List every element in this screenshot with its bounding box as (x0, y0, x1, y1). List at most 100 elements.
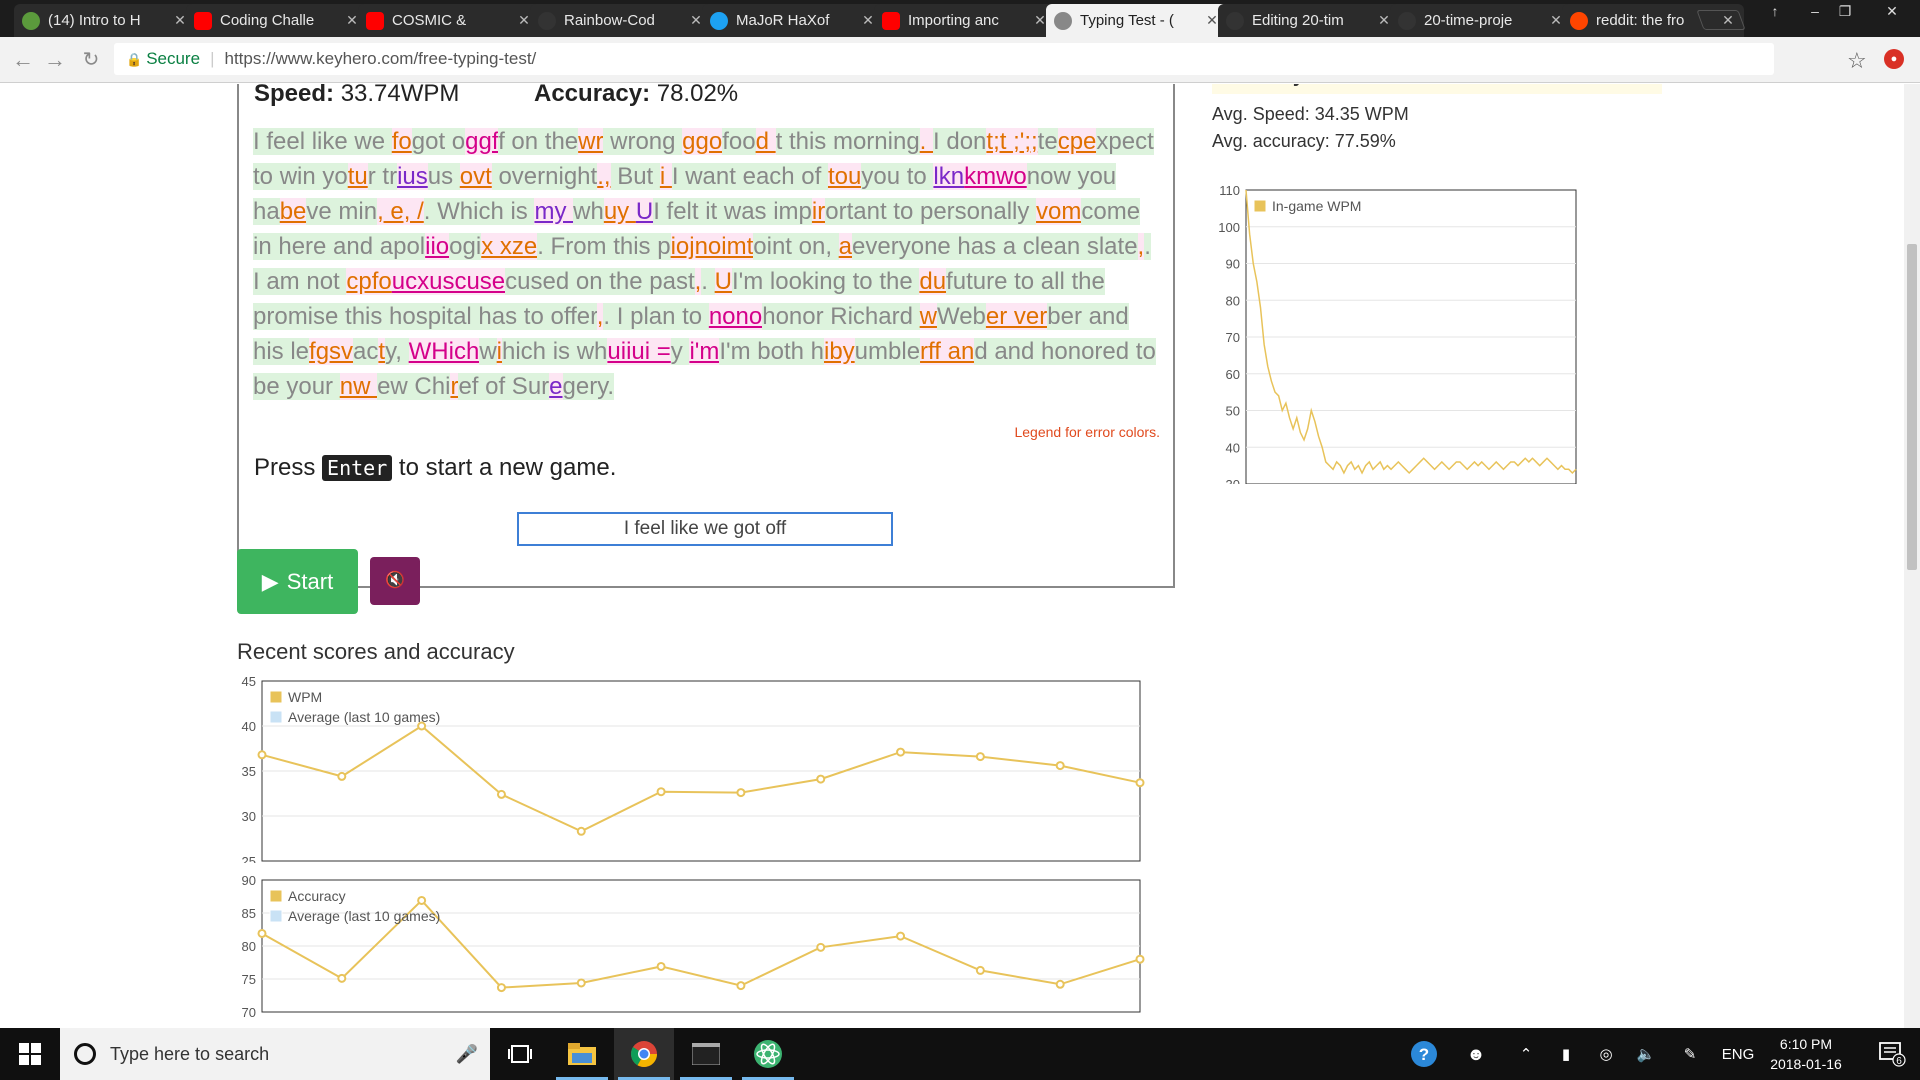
bookmark-star-icon[interactable]: ☆ (1847, 48, 1867, 73)
mute-button[interactable]: 🔇 (370, 557, 420, 605)
typing-input[interactable] (517, 512, 893, 546)
tab-close-icon[interactable]: ✕ (174, 12, 186, 28)
legend-label: Accuracy (288, 888, 346, 904)
tab-close-icon[interactable]: ✕ (1550, 12, 1562, 28)
typed-correct-segment: I'm (731, 268, 770, 295)
volume-icon[interactable]: 🔈 (1636, 1046, 1656, 1063)
language-indicator[interactable]: ENG (1721, 1045, 1755, 1063)
tab-close-icon[interactable]: ✕ (1378, 12, 1390, 28)
address-bar[interactable]: 🔒 Secure | https://www.keyhero.com/free-typ… (114, 43, 1774, 75)
series-line (1245, 189, 1577, 475)
legend-label: In-game WPM (1272, 198, 1361, 214)
typed-error-segment: U (635, 198, 654, 225)
search-placeholder: Type here to search (110, 1043, 270, 1064)
typed-correct-segment: e (1044, 128, 1058, 155)
system-clock[interactable]: 6:10 PM 2018-01-16 (1756, 1034, 1856, 1074)
scrollbar-thumb[interactable] (1907, 244, 1917, 570)
github-icon (1226, 11, 1244, 30)
forward-icon[interactable]: → (44, 47, 66, 72)
browser-tab[interactable]: (14) Intro to H ✕ (14, 4, 196, 37)
tab-close-icon[interactable]: ✕ (1206, 12, 1218, 28)
typed-error-segment: , e, / (377, 198, 424, 225)
new-tab-button[interactable] (1696, 10, 1746, 30)
people-icon[interactable]: ☻ (1466, 1043, 1486, 1064)
close-window-icon[interactable]: ✕ (1886, 3, 1898, 19)
legend-swatch (269, 909, 283, 923)
typed-correct-segment: win yo (279, 163, 348, 190)
start-button[interactable]: ▶ Start (237, 549, 358, 614)
typed-error-segment: iojnoimt (670, 233, 754, 260)
data-point (576, 826, 586, 836)
browser-tab[interactable]: Typing Test - (✕ (1046, 4, 1228, 37)
y-tick-label: 40 (242, 719, 256, 734)
reload-icon[interactable]: ↻ (82, 49, 100, 71)
atom-editor-icon[interactable] (738, 1028, 798, 1080)
tab-close-icon[interactable]: ✕ (1722, 12, 1734, 28)
action-center-button[interactable]: 6 (1864, 1028, 1920, 1080)
play-icon: ▶ (261, 568, 279, 594)
page-scrollbar[interactable] (1904, 84, 1920, 1028)
browser-tab[interactable]: COSMIC & ✕ (358, 4, 540, 37)
tab-title: MaJoR HaXof (736, 12, 830, 29)
minimize-icon[interactable]: – (1811, 3, 1819, 19)
browser-tab[interactable]: 20-time-proje ✕ (1390, 4, 1572, 37)
typed-error-segment: ggo (682, 128, 723, 155)
typed-correct-segment: t (1037, 128, 1045, 155)
browser-tab[interactable]: Coding Challe ✕ (186, 4, 368, 37)
tab-close-icon[interactable]: ✕ (862, 12, 874, 28)
typed-error-segment: wr (578, 128, 604, 155)
notification-icon: 6 (1879, 1042, 1906, 1067)
terminal-icon[interactable] (676, 1028, 736, 1080)
typed-error-segment: er ver (985, 303, 1048, 330)
windows-start-button[interactable] (0, 1028, 60, 1080)
y-tick-label: 40 (1226, 440, 1240, 455)
series-line (261, 899, 1141, 989)
taskbar-search[interactable]: Type here to search 🎤 (60, 1028, 490, 1080)
typed-error-segment: rff an (920, 338, 975, 365)
chrome-icon[interactable] (614, 1028, 674, 1080)
extension-icon[interactable]: ● (1884, 49, 1904, 69)
typed-correct-segment: y, (385, 338, 409, 365)
typed-error-segment: nw (339, 373, 378, 400)
typed-correct-segment: got o (411, 128, 466, 155)
y-tick-label: 30 (242, 809, 256, 824)
browser-tab[interactable]: Editing 20-tim ✕ (1218, 4, 1400, 37)
divider: | (210, 49, 215, 68)
typed-correct-segment: . Which (423, 198, 511, 225)
y-tick-label: 60 (1226, 367, 1240, 382)
pen-icon[interactable]: ✎ (1683, 1046, 1697, 1063)
browser-tab[interactable]: reddit: the fro ✕ (1562, 4, 1744, 37)
help-icon[interactable]: ? (1404, 1028, 1444, 1080)
restore-icon[interactable]: ❐ (1838, 3, 1852, 19)
tab-close-icon[interactable]: ✕ (690, 12, 702, 28)
microphone-icon[interactable]: 🎤 (455, 1043, 478, 1064)
browser-tab[interactable]: MaJoR HaXof ✕ (702, 4, 884, 37)
data-point (1135, 778, 1145, 788)
data-point (417, 895, 427, 905)
back-icon[interactable]: ← (12, 47, 34, 72)
typed-correct-segment: Web (936, 303, 986, 330)
data-point (656, 787, 666, 797)
typed-error-segment: ggf (465, 128, 499, 155)
y-tick-label: 30 (1226, 477, 1240, 484)
typed-correct-segment: ortant (825, 198, 894, 225)
typed-correct-segment: promise this hospital has to offer (253, 303, 597, 330)
typed-error-segment: . (919, 128, 934, 155)
data-point (257, 750, 267, 760)
y-tick-label: 70 (242, 1005, 256, 1020)
tab-close-icon[interactable]: ✕ (346, 12, 358, 28)
browser-tab[interactable]: Importing anc ✕ (874, 4, 1056, 37)
browser-tab[interactable]: Rainbow-Cod ✕ (530, 4, 712, 37)
stats-line: Speed: 33.74WPM Accuracy: 78.02% (254, 84, 738, 108)
tray-chevron-up-icon[interactable]: ⌃ (1519, 1046, 1533, 1063)
battery-icon[interactable]: ▮ (1561, 1046, 1571, 1063)
error-legend-link[interactable]: Legend for error colors. (1014, 424, 1160, 440)
tab-close-icon[interactable]: ✕ (518, 12, 530, 28)
profile-icon[interactable]: ↑ (1771, 3, 1779, 19)
tab-close-icon[interactable]: ✕ (1034, 12, 1046, 28)
file-explorer-icon[interactable] (552, 1028, 612, 1080)
data-point (975, 965, 985, 975)
task-view-icon[interactable] (490, 1028, 550, 1080)
youtube-icon (366, 11, 384, 30)
wifi-icon[interactable]: ◎ (1599, 1046, 1613, 1063)
